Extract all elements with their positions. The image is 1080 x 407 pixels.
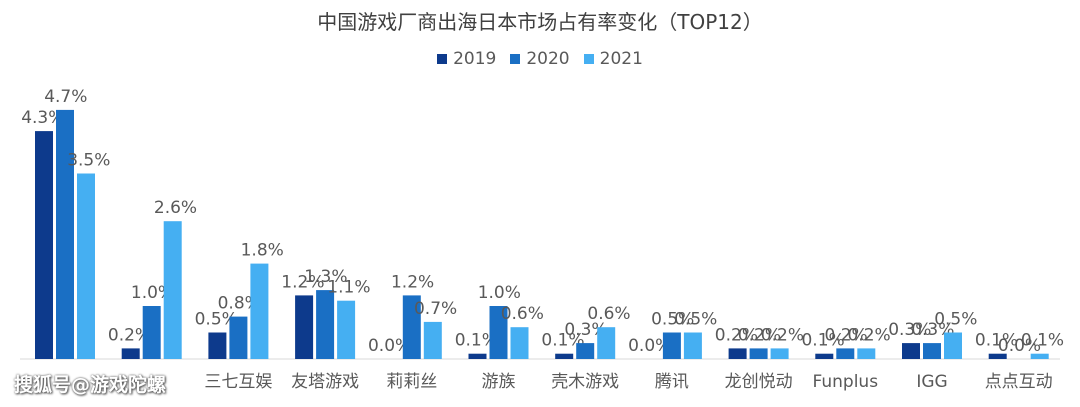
category-label-5: 游族 (482, 372, 516, 392)
value-label-2020-0: 4.7% (44, 87, 87, 107)
category-label-4: 莉莉丝 (386, 372, 437, 392)
bar-2019-8 (728, 348, 747, 359)
bar-2021-9 (857, 348, 876, 359)
legend-item-2019: 2019 (437, 49, 496, 69)
bar-2019-0 (35, 131, 53, 359)
value-label-2020-8: 0.2% (738, 325, 781, 345)
bar-2020-7 (662, 332, 681, 359)
value-label-2019-9: 0.1% (801, 331, 844, 351)
category-label-8: 龙创悦动 (725, 372, 793, 392)
legend-swatch-2021 (583, 54, 594, 64)
bar-2020-3 (316, 290, 335, 359)
value-label-2020-1: 1.0% (131, 283, 174, 303)
bar-2019-9 (815, 353, 834, 359)
value-label-2019-3: 1.2% (281, 272, 324, 292)
bar-2020-0 (56, 109, 74, 360)
bar-2019-11 (988, 353, 1007, 359)
value-label-2020-7: 0.5% (651, 310, 694, 330)
bar-2020-5 (489, 306, 508, 359)
value-label-2021-6: 0.6% (587, 304, 630, 324)
value-label-2019-10: 0.3% (888, 320, 931, 340)
bar-2021-1 (163, 221, 182, 359)
bar-2021-8 (770, 348, 789, 359)
bar-2020-10 (923, 343, 941, 359)
value-label-2021-1: 2.6% (154, 198, 197, 218)
bar-2021-4 (423, 321, 442, 359)
value-label-2020-2: 0.8% (218, 294, 261, 314)
bar-2020-6 (576, 343, 595, 359)
value-label-2019-1: 0.2% (108, 325, 151, 345)
legend-item-2021: 2021 (583, 49, 643, 69)
category-label-10: IGG (916, 372, 947, 392)
value-label-2019-7: 0.0% (628, 336, 671, 356)
bar-2021-11 (1030, 353, 1049, 359)
bar-2021-7 (683, 332, 702, 359)
legend-label-2021: 2021 (599, 49, 643, 69)
bar-2021-6 (597, 327, 616, 359)
value-label-2019-6: 0.1% (541, 331, 584, 351)
legend-item-2020: 2020 (510, 49, 570, 69)
value-label-2020-4: 1.2% (391, 272, 434, 292)
value-label-2020-3: 1.3% (304, 267, 347, 287)
value-label-2019-5: 0.1% (455, 331, 498, 351)
bar-2020-9 (836, 348, 855, 359)
bar-2021-10 (944, 332, 962, 359)
bar-2021-0 (77, 173, 95, 359)
value-label-2019-8: 0.2% (715, 325, 758, 345)
bar-2021-2 (250, 263, 269, 359)
value-label-2020-6: 0.3% (564, 320, 607, 340)
bar-2020-8 (749, 348, 768, 359)
value-label-2021-4: 0.7% (414, 299, 457, 319)
value-label-2020-9: 0.2% (824, 325, 867, 345)
legend-label-2020: 2020 (526, 49, 570, 69)
category-label-6: 壳木游戏 (551, 372, 619, 392)
bar-2019-1 (121, 348, 140, 359)
legend-swatch-2020 (510, 54, 521, 64)
value-label-2019-11: 0.1% (975, 331, 1018, 351)
bar-2020-2 (229, 316, 248, 359)
bar-2019-5 (468, 353, 487, 359)
legend-swatch-2019 (437, 54, 448, 64)
value-label-2019-2: 0.5% (195, 310, 238, 330)
bar-2019-3 (295, 295, 314, 359)
bar-2019-10 (902, 343, 920, 359)
value-label-2021-3: 1.1% (327, 278, 370, 298)
value-label-2021-0: 3.5% (67, 151, 110, 171)
watermark: 搜狐号@游戏陀螺 (14, 374, 167, 396)
category-label-11: 点点互动 (985, 372, 1053, 392)
bar-2019-6 (555, 353, 574, 359)
value-label-2021-5: 0.6% (501, 304, 544, 324)
legend-label-2019: 2019 (453, 49, 497, 69)
chart-title: 中国游戏厂商出海日本市场占有率变化（TOP12） (317, 10, 763, 34)
value-label-2021-11: 0.1% (1021, 331, 1064, 351)
value-label-2021-9: 0.2% (847, 325, 890, 345)
value-label-2021-7: 0.5% (674, 310, 717, 330)
chart-legend: 2019 2020 2021 (0, 49, 1080, 69)
bar-2021-5 (510, 327, 529, 359)
value-label-2021-10: 0.5% (934, 310, 977, 330)
value-label-2019-4: 0.0% (368, 336, 411, 356)
value-label-2020-10: 0.3% (911, 320, 954, 340)
category-label-9: Funplus (813, 372, 879, 392)
value-label-2021-2: 1.8% (241, 241, 284, 261)
bar-2019-2 (208, 332, 227, 359)
value-label-2021-8: 0.2% (761, 325, 804, 345)
category-label-3: 友塔游戏 (291, 372, 359, 392)
value-label-2020-5: 1.0% (478, 283, 521, 303)
category-label-7: 腾讯 (655, 372, 689, 392)
value-label-2020-11: 0.0% (998, 336, 1041, 356)
bar-2021-3 (337, 300, 356, 359)
category-label-2: 三七互娱 (204, 372, 272, 392)
bar-2020-1 (142, 306, 161, 359)
bar-2020-4 (402, 295, 421, 359)
value-label-2019-0: 4.3% (21, 108, 64, 128)
